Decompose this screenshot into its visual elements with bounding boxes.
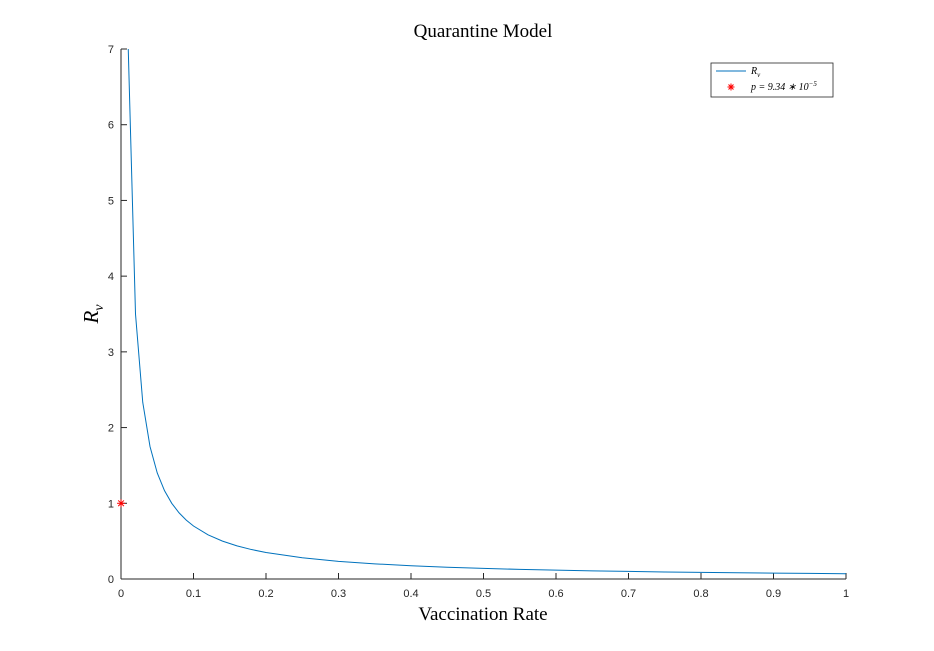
legend-marker-asterisk	[727, 83, 735, 91]
y-tick-label: 2	[108, 423, 114, 435]
y-tick-label: 0	[108, 574, 114, 586]
x-tick-label: 0	[118, 588, 124, 600]
chart-title: Quarantine Model	[414, 21, 553, 42]
legend: Rv p = 9.34 ∗ 10−5	[710, 62, 834, 98]
x-tick-label: 0.4	[403, 588, 418, 600]
y-tick-label: 1	[108, 498, 114, 510]
data-point-marker	[117, 499, 126, 508]
series-line-rv	[127, 48, 847, 575]
legend-entry-rv: Rv	[750, 66, 761, 79]
x-tick-label: 0.9	[766, 588, 781, 600]
plot-area: 0 0.1 0.2 0.3 0.4 0.5 0.6 0.7 0.8 0.9 1 0 1 2 3 4 5 6 7	[108, 44, 849, 600]
legend-box	[710, 62, 834, 98]
legend-asterisk	[727, 83, 735, 91]
x-tick-label: 0.6	[548, 588, 563, 600]
x-tick-label: 1	[843, 588, 849, 600]
x-tick-label: 0.3	[331, 588, 346, 600]
asterisk-stroke	[728, 84, 734, 90]
x-tick-label: 0.5	[476, 588, 491, 600]
y-axis-label: Rv	[79, 304, 107, 325]
y-tick-label: 3	[108, 347, 114, 359]
y-tick-label: 5	[108, 195, 114, 207]
y-axis-label-main: R	[79, 311, 103, 325]
x-axis-label: Vaccination Rate	[418, 604, 547, 625]
legend-entry-p: p = 9.34 ∗ 10−5	[750, 80, 817, 93]
y-tick-label: 4	[108, 271, 114, 283]
asterisk-stroke	[117, 500, 125, 507]
x-tick-label: 0.2	[258, 588, 273, 600]
y-tick-label: 6	[108, 120, 114, 132]
x-tick-label: 0.7	[621, 588, 636, 600]
x-tick-label: 0.8	[693, 588, 708, 600]
y-tick-label: 7	[108, 44, 114, 56]
y-axis-label-sub: v	[92, 304, 107, 311]
x-tick-label: 0.1	[186, 588, 201, 600]
svg-text:Rv: Rv	[79, 304, 107, 325]
